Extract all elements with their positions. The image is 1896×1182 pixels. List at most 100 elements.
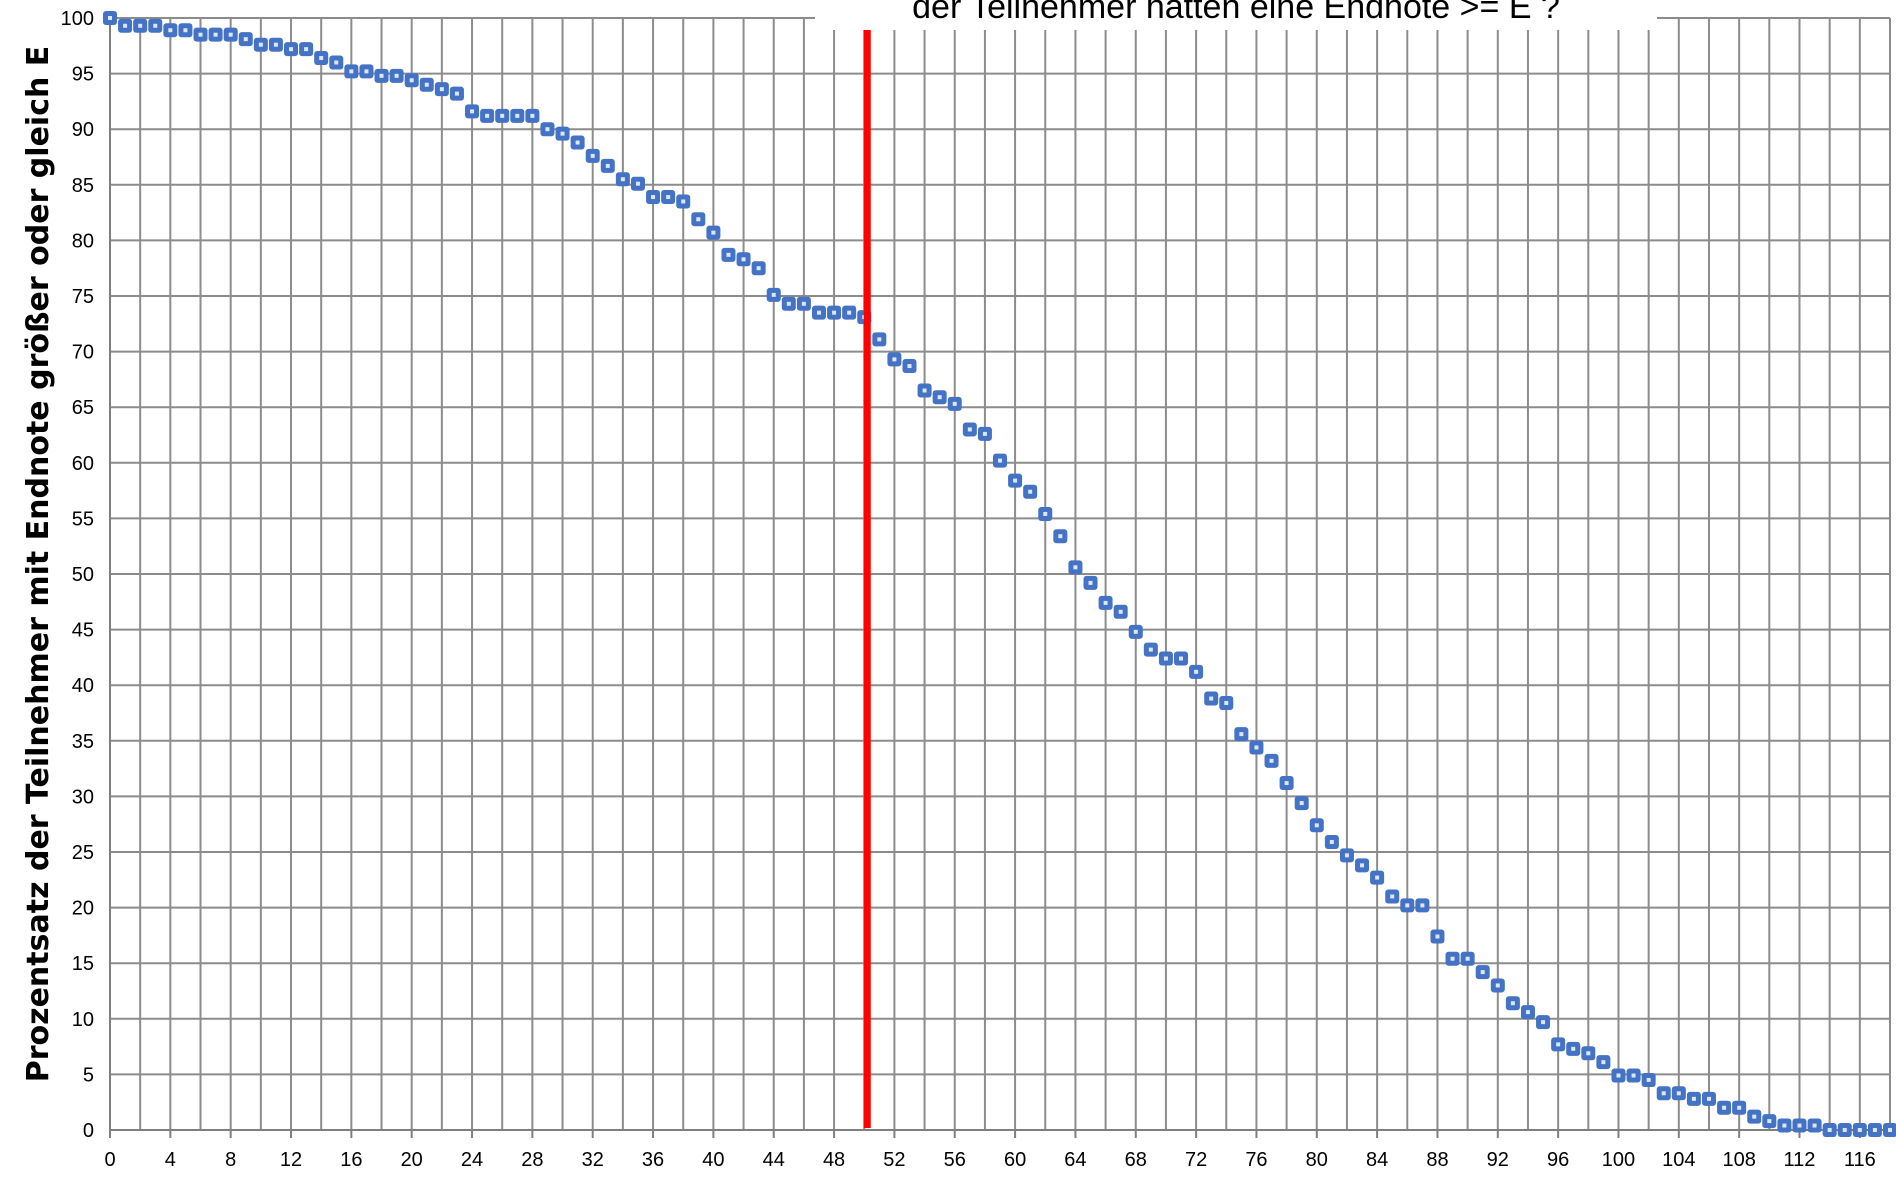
data-point-highlight: [364, 69, 369, 74]
data-point-highlight: [786, 301, 791, 306]
data-point-highlight: [153, 23, 158, 28]
chart-title: der Teilnehmer hatten eine Endnote >= E …: [912, 0, 1560, 26]
y-tick-label: 0: [83, 1120, 94, 1142]
x-tick-label: 72: [1185, 1149, 1207, 1171]
data-point-highlight: [681, 199, 686, 204]
x-tick-label: 28: [521, 1149, 543, 1171]
x-tick-label: 0: [104, 1149, 115, 1171]
x-tick-label: 104: [1662, 1149, 1695, 1171]
x-tick-label: 56: [944, 1149, 966, 1171]
y-tick-label: 30: [72, 786, 94, 808]
y-tick-label: 50: [72, 564, 94, 586]
data-point-highlight: [123, 23, 128, 28]
data-point-highlight: [605, 163, 610, 168]
data-point-highlight: [349, 69, 354, 74]
data-point-highlight: [1616, 1073, 1621, 1078]
data-point-highlight: [726, 252, 731, 257]
data-point-highlight: [696, 217, 701, 222]
data-point-highlight: [273, 42, 278, 47]
y-tick-label: 40: [72, 675, 94, 697]
data-point-highlight: [289, 47, 294, 52]
data-point-highlight: [1556, 1042, 1561, 1047]
y-tick-label: 15: [72, 953, 94, 975]
data-point-highlight: [560, 131, 565, 136]
data-point-highlight: [771, 292, 776, 297]
data-point-highlight: [651, 195, 656, 200]
data-point-highlight: [1148, 647, 1153, 652]
data-point-highlight: [952, 401, 957, 406]
x-tick-label: 84: [1366, 1149, 1388, 1171]
x-tick-label: 52: [883, 1149, 905, 1171]
data-point-highlight: [258, 42, 263, 47]
data-point-highlight: [243, 37, 248, 42]
x-tick-label: 88: [1426, 1149, 1448, 1171]
data-point-highlight: [138, 23, 143, 28]
data-point-highlight: [756, 266, 761, 271]
data-point-highlight: [1314, 823, 1319, 828]
y-tick-label: 95: [72, 64, 94, 86]
data-point-highlight: [1103, 600, 1108, 605]
data-point-highlight: [228, 32, 233, 37]
data-point-highlight: [394, 73, 399, 78]
data-point-highlight: [1601, 1060, 1606, 1065]
grid: [110, 17, 1891, 1130]
data-point-highlight: [1465, 956, 1470, 961]
data-point-highlight: [1209, 696, 1214, 701]
data-point-highlight: [1510, 1001, 1515, 1006]
x-tick-label: 68: [1125, 1149, 1147, 1171]
data-point-highlight: [1013, 478, 1018, 483]
data-point-highlight: [1284, 781, 1289, 786]
data-point-highlight: [1028, 489, 1033, 494]
data-point-highlight: [1571, 1046, 1576, 1051]
tick-labels: 0510152025303540455055606570758085909510…: [61, 8, 1876, 1171]
data-point-highlight: [907, 364, 912, 369]
x-tick-label: 8: [225, 1149, 236, 1171]
data-point-highlight: [892, 357, 897, 362]
data-point-highlight: [1254, 745, 1259, 750]
data-point-highlight: [847, 310, 852, 315]
chart-title-group: der Teilnehmer hatten eine Endnote >= E …: [815, 0, 1657, 30]
data-point-highlight: [1058, 534, 1063, 539]
data-point-highlight: [1586, 1051, 1591, 1056]
data-point-highlight: [1872, 1128, 1877, 1132]
y-tick-label: 10: [72, 1009, 94, 1031]
data-point-highlight: [982, 431, 987, 436]
data-point-highlight: [1495, 983, 1500, 988]
data-point-highlight: [168, 28, 173, 33]
y-tick-label: 85: [72, 175, 94, 197]
data-point-highlight: [590, 153, 595, 158]
data-point-highlight: [666, 195, 671, 200]
data-point-highlight: [1375, 875, 1380, 880]
data-point-highlight: [1299, 801, 1304, 806]
x-tick-label: 96: [1547, 1149, 1569, 1171]
data-point-highlight: [832, 310, 837, 315]
data-point-highlight: [198, 32, 203, 37]
y-tick-label: 45: [72, 620, 94, 642]
data-point-highlight: [1857, 1128, 1862, 1132]
y-tick-label: 80: [72, 230, 94, 252]
y-tick-label: 70: [72, 342, 94, 364]
data-point-highlight: [1133, 629, 1138, 634]
y-tick-label: 25: [72, 842, 94, 864]
data-point-highlight: [1450, 956, 1455, 961]
y-tick-label: 90: [72, 119, 94, 141]
data-point-highlight: [1646, 1077, 1651, 1082]
data-point-highlight: [1767, 1119, 1772, 1124]
x-tick-label: 36: [642, 1149, 664, 1171]
x-tick-label: 4: [165, 1149, 176, 1171]
x-tick-label: 16: [340, 1149, 362, 1171]
data-point-highlight: [439, 87, 444, 92]
data-point-highlight: [1269, 758, 1274, 763]
data-point-highlight: [424, 82, 429, 87]
data-point-highlight: [500, 113, 505, 118]
data-point-highlight: [183, 28, 188, 33]
data-point-highlight: [1676, 1091, 1681, 1096]
x-tick-label: 116: [1844, 1149, 1876, 1171]
data-point-highlight: [454, 91, 459, 96]
x-tick-label: 40: [702, 1149, 724, 1171]
data-point-highlight: [1073, 565, 1078, 570]
data-point-highlight: [1224, 700, 1229, 705]
data-point-highlight: [1390, 894, 1395, 899]
data-point-highlight: [922, 388, 927, 393]
